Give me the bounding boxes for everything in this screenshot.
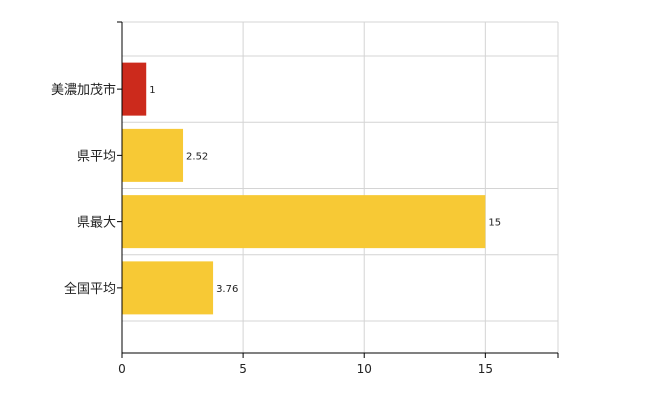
axes <box>117 21 559 358</box>
data-label-1: 1 <box>149 85 155 96</box>
bar-1 <box>122 62 147 116</box>
data-label-3: 15 <box>488 218 501 229</box>
data-label-2: 2.52 <box>186 151 208 162</box>
x-tick-label-2: 5 <box>239 362 247 376</box>
category-label-2: 県平均 <box>77 149 116 164</box>
bar-3 <box>122 195 486 249</box>
x-tick-label-4: 15 <box>478 362 493 376</box>
labels: 1 美濃加茂市 2.52 県平均 15 県最大 3.76 全国平均 0 5 10 15 <box>51 82 501 376</box>
category-label-4: 全国平均 <box>64 281 116 297</box>
x-tick-label-3: 10 <box>357 362 372 376</box>
x-tick-label-1: 0 <box>118 362 126 376</box>
bar-4 <box>122 261 214 315</box>
category-label-3: 県最大 <box>77 216 116 231</box>
gridlines <box>122 21 559 353</box>
data-label-4: 3.76 <box>216 284 238 295</box>
bar-2 <box>122 128 184 182</box>
category-label-1: 美濃加茂市 <box>51 82 116 98</box>
bars <box>122 62 486 315</box>
